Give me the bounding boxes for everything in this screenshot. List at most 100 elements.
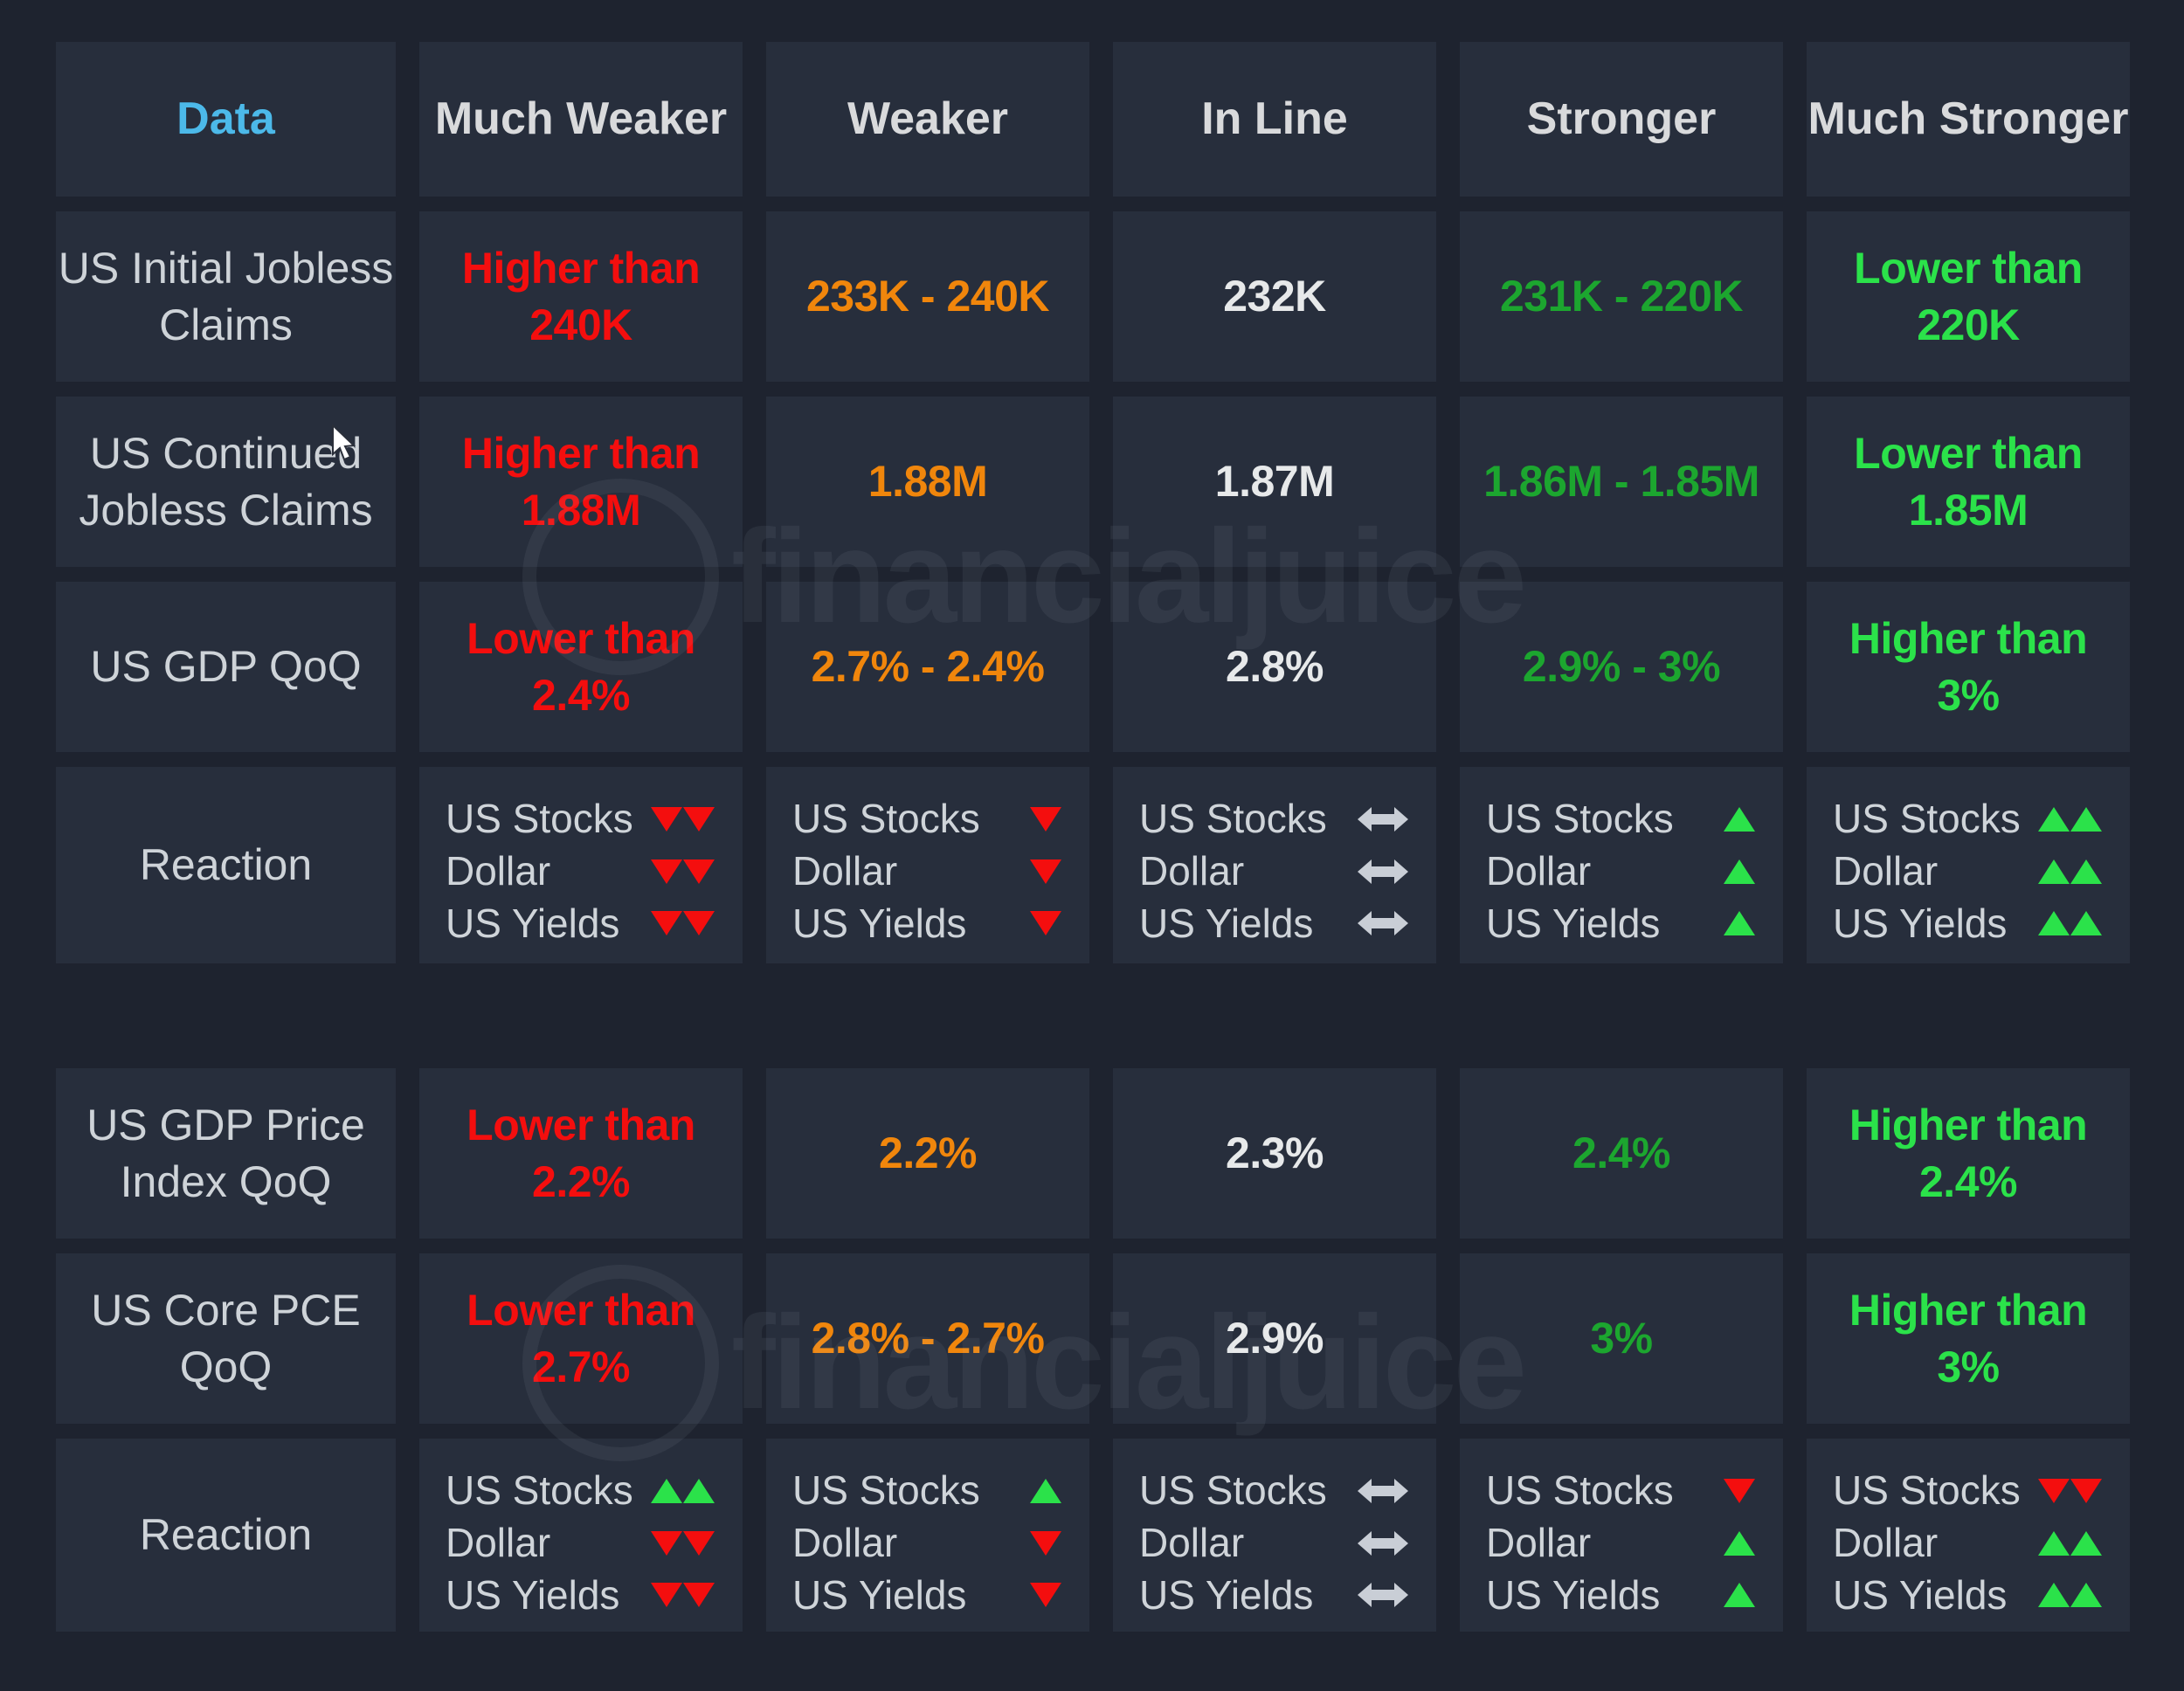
- reaction-line: US Yields: [1139, 1570, 1410, 1622]
- reaction-asset-label: US Yields: [446, 1571, 620, 1618]
- reaction-cell: US Stocks Dollar US Yields: [419, 1439, 743, 1632]
- reaction-line: US Stocks: [446, 1465, 716, 1517]
- row-label-reaction: Reaction: [56, 767, 396, 963]
- reaction-asset-label: Dollar: [1833, 847, 1939, 894]
- reaction-arrow-up2-icon: [2038, 908, 2104, 938]
- reaction-line: US Stocks: [1139, 1465, 1410, 1517]
- reaction-cell: US Stocks Dollar US Yields: [1113, 767, 1436, 963]
- reaction-arrow-down2-icon: [2038, 1476, 2104, 1506]
- reaction-line: Dollar: [446, 846, 716, 898]
- reaction-line: US Stocks: [792, 1465, 1063, 1517]
- reaction-arrow-up2-icon: [2038, 1529, 2104, 1558]
- reaction-line: Dollar: [446, 1517, 716, 1570]
- reaction-line: US Yields: [446, 1570, 716, 1622]
- reaction-line: US Stocks: [1833, 793, 2104, 846]
- reaction-line: US Stocks: [1833, 1465, 2104, 1517]
- reaction-line: US Yields: [1486, 898, 1757, 950]
- reaction-arrow-down-icon: [1030, 908, 1063, 938]
- reaction-arrow-flat-icon: [1358, 855, 1410, 888]
- row-label-us-gdp-qoq: US GDP QoQ: [56, 582, 396, 752]
- scenario-value-cell: Lower than 1.85M: [1807, 397, 2130, 567]
- scenario-value-cell: 1.87M: [1113, 397, 1436, 567]
- reaction-line: US Yields: [1833, 898, 2104, 950]
- reaction-asset-label: US Stocks: [446, 1467, 633, 1513]
- reaction-arrow-up-icon: [1724, 1580, 1757, 1610]
- reaction-asset-label: US Stocks: [1833, 796, 2021, 841]
- reaction-arrow-down2-icon: [651, 804, 716, 834]
- reaction-asset-label: Dollar: [1139, 1519, 1245, 1565]
- reaction-arrow-down-icon: [1724, 1476, 1757, 1506]
- scenario-value-cell: Higher than 3%: [1807, 1253, 2130, 1424]
- reaction-asset-label: US Stocks: [792, 796, 980, 841]
- reaction-arrow-up2-icon: [651, 1476, 716, 1506]
- reaction-cell: US Stocks Dollar US Yields: [1460, 1439, 1783, 1632]
- mouse-cursor-icon: [332, 424, 356, 461]
- reaction-asset-label: US Yields: [1139, 900, 1314, 946]
- reaction-arrow-up-icon: [1030, 1476, 1063, 1506]
- row-label-us-initial-jobless-claims: US Initial Jobless Claims: [56, 211, 396, 382]
- reaction-asset-label: US Stocks: [792, 1467, 980, 1513]
- reaction-line: US Yields: [792, 1570, 1063, 1622]
- reaction-line: US Yields: [792, 898, 1063, 950]
- reaction-line: Dollar: [792, 846, 1063, 898]
- reaction-arrow-up2-icon: [2038, 804, 2104, 834]
- reaction-arrow-down-icon: [1030, 804, 1063, 834]
- scenario-value-cell: Lower than 2.2%: [419, 1068, 743, 1239]
- reaction-line: US Yields: [446, 898, 716, 950]
- scenario-value-cell: Higher than 3%: [1807, 582, 2130, 752]
- reaction-arrow-up-icon: [1724, 804, 1757, 834]
- reaction-line: US Stocks: [1486, 1465, 1757, 1517]
- column-header-stronger: Stronger: [1460, 42, 1783, 197]
- reaction-asset-label: Dollar: [1486, 1519, 1592, 1565]
- scenario-value-cell: 2.2%: [766, 1068, 1089, 1239]
- reaction-cell: US Stocks Dollar US Yields: [1807, 1439, 2130, 1632]
- reaction-cell: US Stocks Dollar US Yields: [1113, 1439, 1436, 1632]
- reaction-asset-label: Dollar: [1139, 847, 1245, 894]
- reaction-line: Dollar: [1486, 846, 1757, 898]
- column-header-much-weaker: Much Weaker: [419, 42, 743, 197]
- scenario-value-cell: Lower than 2.4%: [419, 582, 743, 752]
- group-spacer: [56, 978, 2130, 1053]
- reaction-asset-label: Dollar: [446, 1519, 551, 1565]
- reaction-arrow-flat-icon: [1358, 1474, 1410, 1508]
- reaction-cell: US Stocks Dollar US Yields: [766, 767, 1089, 963]
- scenario-table: Data Much Weaker Weaker In Line Stronger Much…: [56, 42, 2130, 1632]
- reaction-arrow-down2-icon: [651, 908, 716, 938]
- scenario-value-cell: 2.9%: [1113, 1253, 1436, 1424]
- reaction-arrow-down2-icon: [651, 1580, 716, 1610]
- reaction-arrow-flat-icon: [1358, 1578, 1410, 1612]
- reaction-line: Dollar: [1833, 1517, 2104, 1570]
- reaction-arrow-down-icon: [1030, 1529, 1063, 1558]
- scenario-value-cell: 231K - 220K: [1460, 211, 1783, 382]
- scenario-value-cell: 233K - 240K: [766, 211, 1089, 382]
- scenario-value-cell: 2.3%: [1113, 1068, 1436, 1239]
- reaction-asset-label: Dollar: [446, 847, 551, 894]
- reaction-cell: US Stocks Dollar US Yields: [766, 1439, 1089, 1632]
- reaction-arrow-up2-icon: [2038, 857, 2104, 887]
- reaction-asset-label: US Yields: [792, 1571, 967, 1618]
- reaction-line: Dollar: [1139, 846, 1410, 898]
- reaction-asset-label: US Yields: [1486, 1571, 1661, 1618]
- reaction-line: US Stocks: [1139, 793, 1410, 846]
- reaction-asset-label: US Yields: [1833, 900, 2008, 946]
- reaction-arrow-up-icon: [1724, 908, 1757, 938]
- reaction-asset-label: US Yields: [446, 900, 620, 946]
- reaction-asset-label: Dollar: [792, 1519, 898, 1565]
- reaction-arrow-down-icon: [1030, 1580, 1063, 1610]
- reaction-line: US Stocks: [1486, 793, 1757, 846]
- reaction-arrow-up-icon: [1724, 1529, 1757, 1558]
- reaction-line: Dollar: [1833, 846, 2104, 898]
- reaction-asset-label: US Stocks: [446, 796, 633, 841]
- reaction-cell: US Stocks Dollar US Yields: [1807, 767, 2130, 963]
- scenario-value-cell: 1.88M: [766, 397, 1089, 567]
- row-label-us-gdp-price-index-qoq: US GDP Price Index QoQ: [56, 1068, 396, 1239]
- scenario-value-cell: Higher than 240K: [419, 211, 743, 382]
- scenario-value-cell: 2.9% - 3%: [1460, 582, 1783, 752]
- scenario-value-cell: 2.7% - 2.4%: [766, 582, 1089, 752]
- reaction-line: Dollar: [1486, 1517, 1757, 1570]
- reaction-asset-label: US Stocks: [1486, 1467, 1674, 1513]
- column-header-weaker: Weaker: [766, 42, 1089, 197]
- reaction-asset-label: US Yields: [1139, 1571, 1314, 1618]
- scenario-value-cell: 2.8%: [1113, 582, 1436, 752]
- scenario-value-cell: 2.8% - 2.7%: [766, 1253, 1089, 1424]
